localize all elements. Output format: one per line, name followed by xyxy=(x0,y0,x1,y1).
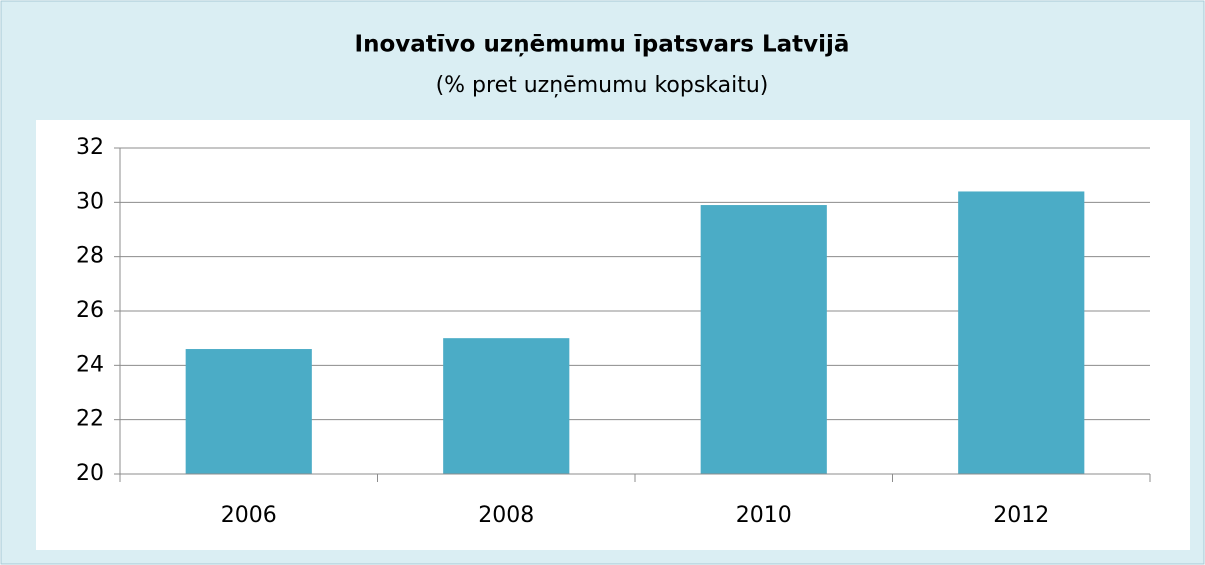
bar xyxy=(443,338,570,474)
x-tick-label: 2012 xyxy=(993,503,1049,528)
y-tick-label: 28 xyxy=(76,244,104,269)
chart-title: Inovatīvo uzņēmumu īpatsvars Latvijā xyxy=(355,32,850,58)
bar xyxy=(958,191,1085,474)
y-tick-label: 26 xyxy=(76,298,104,323)
y-tick-label: 20 xyxy=(76,461,104,486)
x-tick-label: 2010 xyxy=(736,503,792,528)
chart-subtitle: (% pret uzņēmumu kopskaitu) xyxy=(436,73,769,98)
bar xyxy=(700,205,827,475)
bar xyxy=(185,349,312,474)
y-tick-label: 30 xyxy=(76,189,104,214)
x-tick-label: 2008 xyxy=(478,503,534,528)
y-tick-label: 22 xyxy=(76,407,104,432)
y-tick-label: 24 xyxy=(76,352,104,377)
x-tick-label: 2006 xyxy=(221,503,277,528)
y-tick-label: 32 xyxy=(76,135,104,160)
